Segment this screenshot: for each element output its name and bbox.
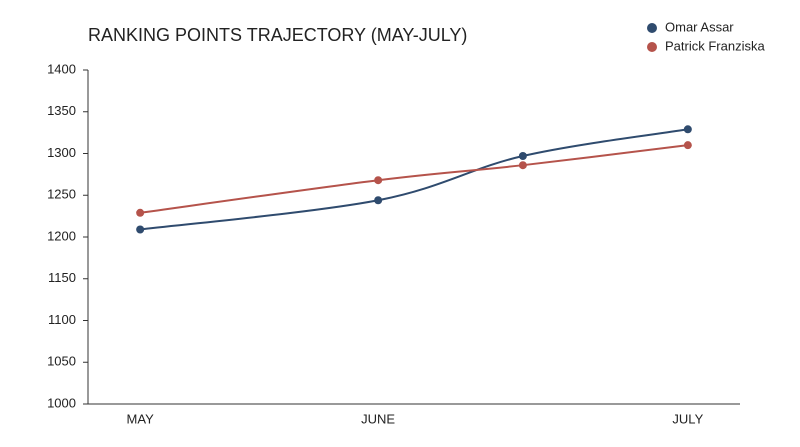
legend-marker [647, 23, 657, 33]
legend-label: Omar Assar [665, 19, 734, 34]
y-tick-label: 1050 [47, 354, 76, 369]
point [683, 141, 692, 150]
point [136, 208, 145, 217]
y-tick-label: 1400 [47, 61, 76, 76]
y-tick-label: 1300 [47, 145, 76, 160]
x-tick-label: JUNE [361, 411, 395, 426]
y-tick-label: 1350 [47, 103, 76, 118]
chart-title: RANKING POINTS TRAJECTORY (MAY-JULY) [88, 25, 467, 45]
y-tick-label: 1150 [48, 270, 76, 285]
point [518, 152, 527, 161]
point [136, 225, 145, 234]
point [374, 196, 383, 205]
y-tick-label: 1200 [47, 228, 76, 243]
x-tick-label: JULY [672, 411, 703, 426]
legend-marker [647, 42, 657, 52]
line [140, 144, 688, 214]
y-tick-label: 1100 [48, 312, 76, 327]
y-tick-label: 1250 [47, 187, 76, 202]
x-tick-label: MAY [127, 411, 155, 426]
point [374, 176, 383, 185]
point [518, 161, 527, 170]
point [683, 125, 692, 134]
line [140, 128, 688, 231]
y-tick-label: 1000 [47, 395, 76, 410]
legend-label: Patrick Franziska [665, 38, 765, 53]
